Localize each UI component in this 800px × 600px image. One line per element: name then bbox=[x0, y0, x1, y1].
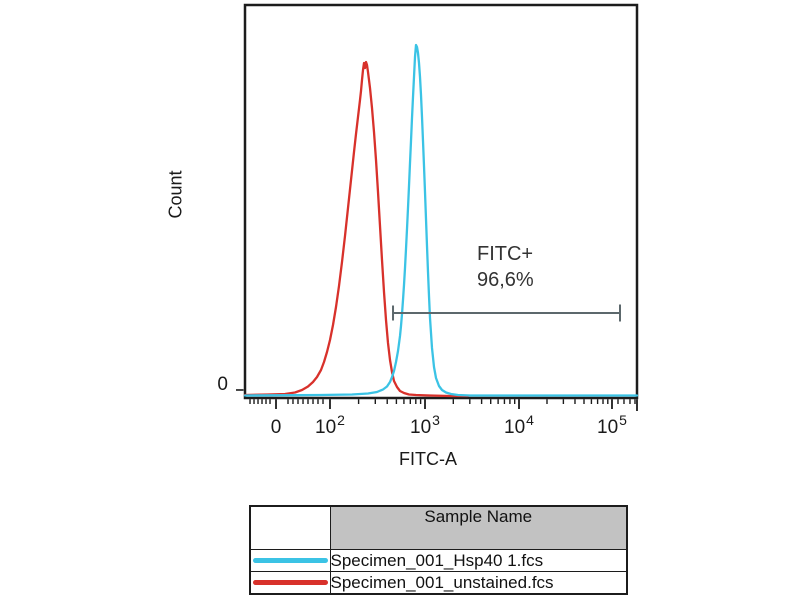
x-tick-label: 105 bbox=[597, 412, 627, 438]
histogram-curve bbox=[243, 43, 639, 397]
legend-row-hsp40: Specimen_001_Hsp40 1.fcs bbox=[249, 549, 628, 572]
gate-annotation: FITC+ 96,6% bbox=[477, 241, 534, 293]
plot-border bbox=[243, 3, 639, 400]
legend-row-unstained: Specimen_001_unstained.fcs bbox=[249, 571, 628, 595]
x-tick-label: 102 bbox=[315, 412, 345, 438]
x-tick-label: 103 bbox=[410, 412, 440, 438]
gate-percentage: 96,6% bbox=[477, 269, 534, 291]
y-axis-zero-label: 0 bbox=[217, 374, 228, 395]
cyan-line-swatch bbox=[253, 558, 328, 563]
x-axis-label: FITC-A bbox=[399, 449, 457, 469]
legend-header-cell: Sample Name bbox=[329, 505, 628, 550]
y-axis-label: Count bbox=[165, 170, 186, 219]
legend-header-blank-cell bbox=[249, 505, 331, 550]
sample-name: Specimen_001_unstained.fcs bbox=[329, 571, 628, 595]
sample-name: Specimen_001_Hsp40 1.fcs bbox=[329, 549, 628, 572]
legend-swatch-cell bbox=[249, 571, 331, 595]
gate-name: FITC+ bbox=[477, 243, 534, 265]
histogram-curve bbox=[243, 60, 470, 398]
x-tick-label: 104 bbox=[504, 412, 534, 438]
legend-table: Sample Name Specimen_001_Hsp40 1.fcs Spe… bbox=[249, 505, 628, 595]
red-line-swatch bbox=[253, 580, 328, 585]
x-tick-label: 0 bbox=[270, 417, 282, 438]
legend-header-row: Sample Name bbox=[249, 505, 628, 550]
legend-swatch-cell bbox=[249, 549, 331, 572]
